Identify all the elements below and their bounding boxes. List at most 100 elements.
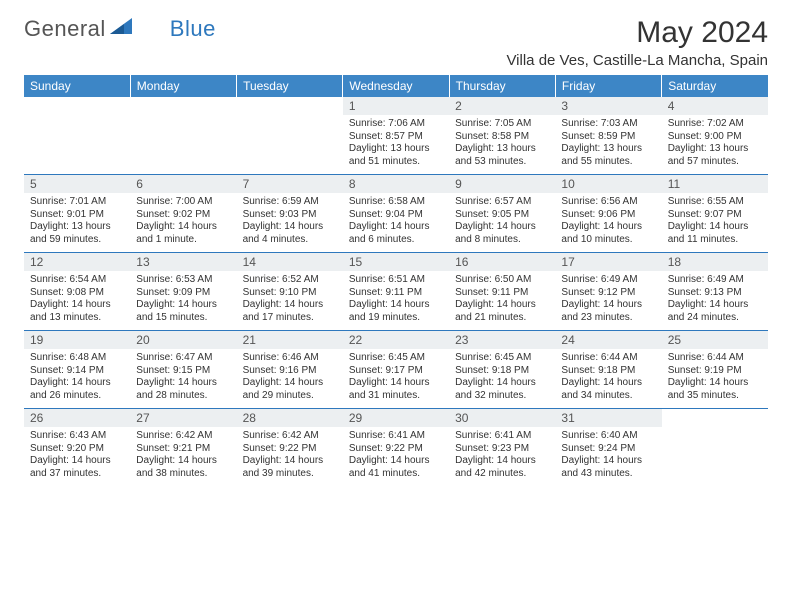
daylight-line: Daylight: 13 hours and 51 minutes.	[349, 143, 443, 168]
sunset-line: Sunset: 9:10 PM	[243, 287, 337, 300]
day-number-cell: 20	[130, 331, 236, 350]
daylight-line: Daylight: 14 hours and 6 minutes.	[349, 221, 443, 246]
sunset-line: Sunset: 9:02 PM	[136, 209, 230, 222]
sunrise-line: Sunrise: 7:02 AM	[668, 118, 762, 131]
day-number-cell: 11	[662, 175, 768, 194]
daylight-line: Daylight: 14 hours and 26 minutes.	[30, 377, 124, 402]
day-number-cell: 9	[449, 175, 555, 194]
sunrise-line: Sunrise: 6:50 AM	[455, 274, 549, 287]
week-daynum-row: 1234	[24, 97, 768, 115]
daylight-line: Daylight: 14 hours and 13 minutes.	[30, 299, 124, 324]
week-details-row: Sunrise: 7:06 AMSunset: 8:57 PMDaylight:…	[24, 115, 768, 175]
sunset-line: Sunset: 9:09 PM	[136, 287, 230, 300]
sunset-line: Sunset: 9:16 PM	[243, 365, 337, 378]
title-block: May 2024 Villa de Ves, Castille-La Manch…	[506, 16, 768, 69]
sunrise-line: Sunrise: 6:41 AM	[349, 430, 443, 443]
day-details-cell: Sunrise: 7:05 AMSunset: 8:58 PMDaylight:…	[449, 115, 555, 175]
sunset-line: Sunset: 9:22 PM	[243, 443, 337, 456]
day-number-cell: 15	[343, 253, 449, 272]
day-details-cell: Sunrise: 6:40 AMSunset: 9:24 PMDaylight:…	[555, 427, 661, 486]
daylight-line: Daylight: 14 hours and 1 minute.	[136, 221, 230, 246]
day-number-cell: 1	[343, 97, 449, 115]
day-number-cell: 23	[449, 331, 555, 350]
sunrise-line: Sunrise: 7:05 AM	[455, 118, 549, 131]
sunset-line: Sunset: 8:59 PM	[561, 131, 655, 144]
sunset-line: Sunset: 8:58 PM	[455, 131, 549, 144]
calendar-grid: SundayMondayTuesdayWednesdayThursdayFrid…	[24, 75, 768, 486]
brand-triangle-icon	[110, 18, 132, 41]
day-number-cell: 8	[343, 175, 449, 194]
day-number-cell: 14	[237, 253, 343, 272]
day-number-cell: 30	[449, 409, 555, 428]
day-details-cell: Sunrise: 6:48 AMSunset: 9:14 PMDaylight:…	[24, 349, 130, 409]
day-details-cell: Sunrise: 6:51 AMSunset: 9:11 PMDaylight:…	[343, 271, 449, 331]
daylight-line: Daylight: 14 hours and 43 minutes.	[561, 455, 655, 480]
daylight-line: Daylight: 14 hours and 15 minutes.	[136, 299, 230, 324]
sunrise-line: Sunrise: 6:44 AM	[561, 352, 655, 365]
day-details-cell: Sunrise: 6:53 AMSunset: 9:09 PMDaylight:…	[130, 271, 236, 331]
week-details-row: Sunrise: 7:01 AMSunset: 9:01 PMDaylight:…	[24, 193, 768, 253]
week-details-row: Sunrise: 6:54 AMSunset: 9:08 PMDaylight:…	[24, 271, 768, 331]
brand-logo: General Blue	[24, 16, 216, 42]
sunrise-line: Sunrise: 6:41 AM	[455, 430, 549, 443]
day-details-cell	[237, 115, 343, 175]
page-header: General Blue May 2024 Villa de Ves, Cast…	[24, 16, 768, 69]
sunrise-line: Sunrise: 6:52 AM	[243, 274, 337, 287]
daylight-line: Daylight: 14 hours and 24 minutes.	[668, 299, 762, 324]
day-details-cell: Sunrise: 6:46 AMSunset: 9:16 PMDaylight:…	[237, 349, 343, 409]
day-details-cell	[130, 115, 236, 175]
day-number-cell: 16	[449, 253, 555, 272]
day-number-cell: 18	[662, 253, 768, 272]
sunrise-line: Sunrise: 6:45 AM	[455, 352, 549, 365]
sunrise-line: Sunrise: 6:53 AM	[136, 274, 230, 287]
sunrise-line: Sunrise: 6:42 AM	[136, 430, 230, 443]
daylight-line: Daylight: 14 hours and 29 minutes.	[243, 377, 337, 402]
day-details-cell: Sunrise: 6:49 AMSunset: 9:13 PMDaylight:…	[662, 271, 768, 331]
daylight-line: Daylight: 14 hours and 32 minutes.	[455, 377, 549, 402]
sunset-line: Sunset: 9:21 PM	[136, 443, 230, 456]
day-details-cell	[24, 115, 130, 175]
day-number-cell: 2	[449, 97, 555, 115]
daylight-line: Daylight: 13 hours and 57 minutes.	[668, 143, 762, 168]
day-details-cell: Sunrise: 6:49 AMSunset: 9:12 PMDaylight:…	[555, 271, 661, 331]
daylight-line: Daylight: 14 hours and 23 minutes.	[561, 299, 655, 324]
day-number-cell: 7	[237, 175, 343, 194]
daylight-line: Daylight: 14 hours and 42 minutes.	[455, 455, 549, 480]
sunrise-line: Sunrise: 6:47 AM	[136, 352, 230, 365]
day-number-cell: 31	[555, 409, 661, 428]
day-details-cell: Sunrise: 6:54 AMSunset: 9:08 PMDaylight:…	[24, 271, 130, 331]
day-details-cell: Sunrise: 6:59 AMSunset: 9:03 PMDaylight:…	[237, 193, 343, 253]
day-details-cell: Sunrise: 6:41 AMSunset: 9:22 PMDaylight:…	[343, 427, 449, 486]
day-details-cell: Sunrise: 6:44 AMSunset: 9:18 PMDaylight:…	[555, 349, 661, 409]
daylight-line: Daylight: 14 hours and 35 minutes.	[668, 377, 762, 402]
week-daynum-row: 19202122232425	[24, 331, 768, 350]
day-details-cell: Sunrise: 6:42 AMSunset: 9:21 PMDaylight:…	[130, 427, 236, 486]
week-details-row: Sunrise: 6:43 AMSunset: 9:20 PMDaylight:…	[24, 427, 768, 486]
sunrise-line: Sunrise: 6:49 AM	[561, 274, 655, 287]
day-number-cell: 26	[24, 409, 130, 428]
day-details-cell: Sunrise: 7:00 AMSunset: 9:02 PMDaylight:…	[130, 193, 236, 253]
sunset-line: Sunset: 9:08 PM	[30, 287, 124, 300]
sunrise-line: Sunrise: 6:57 AM	[455, 196, 549, 209]
sunset-line: Sunset: 9:05 PM	[455, 209, 549, 222]
dow-header: Saturday	[662, 75, 768, 97]
sunset-line: Sunset: 9:19 PM	[668, 365, 762, 378]
sunset-line: Sunset: 8:57 PM	[349, 131, 443, 144]
sunrise-line: Sunrise: 6:48 AM	[30, 352, 124, 365]
day-details-cell: Sunrise: 6:43 AMSunset: 9:20 PMDaylight:…	[24, 427, 130, 486]
daylight-line: Daylight: 14 hours and 19 minutes.	[349, 299, 443, 324]
daylight-line: Daylight: 13 hours and 59 minutes.	[30, 221, 124, 246]
sunset-line: Sunset: 9:07 PM	[668, 209, 762, 222]
dow-header-row: SundayMondayTuesdayWednesdayThursdayFrid…	[24, 75, 768, 97]
day-number-cell: 5	[24, 175, 130, 194]
dow-header: Wednesday	[343, 75, 449, 97]
sunrise-line: Sunrise: 6:49 AM	[668, 274, 762, 287]
sunrise-line: Sunrise: 6:45 AM	[349, 352, 443, 365]
day-details-cell: Sunrise: 7:01 AMSunset: 9:01 PMDaylight:…	[24, 193, 130, 253]
dow-header: Monday	[130, 75, 236, 97]
sunset-line: Sunset: 9:03 PM	[243, 209, 337, 222]
calendar-page: General Blue May 2024 Villa de Ves, Cast…	[0, 0, 792, 612]
sunset-line: Sunset: 9:23 PM	[455, 443, 549, 456]
dow-header: Sunday	[24, 75, 130, 97]
daylight-line: Daylight: 14 hours and 28 minutes.	[136, 377, 230, 402]
